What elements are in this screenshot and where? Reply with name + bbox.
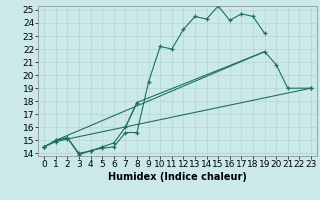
X-axis label: Humidex (Indice chaleur): Humidex (Indice chaleur) [108,172,247,182]
